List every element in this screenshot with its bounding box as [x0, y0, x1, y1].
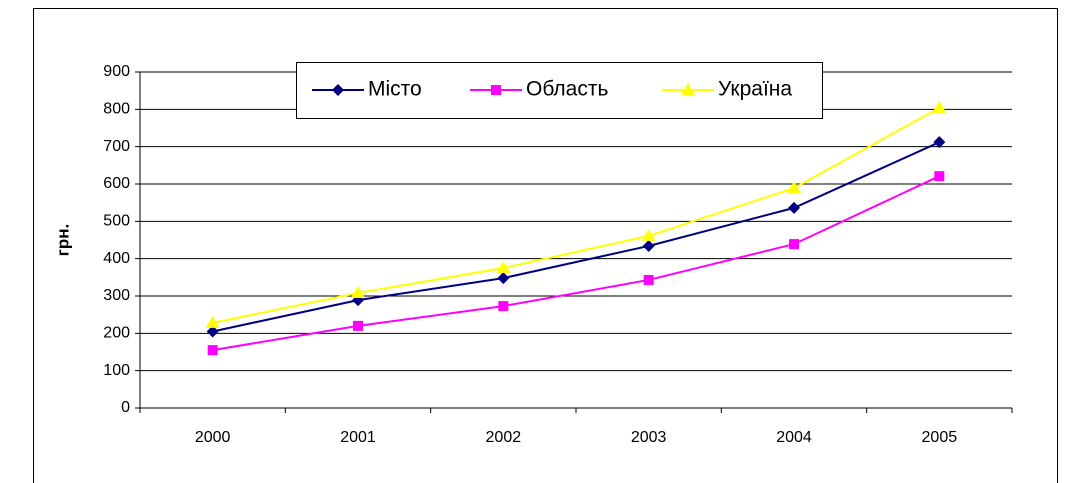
- x-tick-label: 2003: [631, 429, 667, 446]
- legend-marker: [681, 83, 695, 95]
- y-tick-label: 300: [103, 287, 130, 304]
- data-point: [932, 100, 947, 113]
- x-tick-label: 2001: [340, 429, 376, 446]
- legend-label: Місто: [368, 78, 422, 101]
- data-point: [788, 201, 800, 214]
- data-point: [643, 274, 654, 285]
- y-tick-label: 700: [103, 138, 130, 155]
- data-point: [353, 320, 363, 331]
- y-tick-label: 200: [103, 325, 130, 342]
- x-tick-label: 2000: [195, 429, 231, 446]
- legend-label: Область: [526, 78, 608, 101]
- data-point: [205, 315, 220, 328]
- legend-label: Україна: [718, 78, 792, 101]
- y-tick-label: 100: [103, 362, 130, 379]
- legend-box: [296, 62, 823, 119]
- data-point: [787, 181, 801, 194]
- data-point: [641, 228, 656, 241]
- data-point: [497, 272, 510, 285]
- legend-marker: [332, 84, 344, 96]
- data-point: [351, 286, 365, 299]
- data-point: [934, 171, 945, 182]
- series-line: [212, 141, 940, 333]
- data-point: [789, 239, 799, 250]
- data-point: [642, 239, 655, 252]
- x-tick-label: 2004: [776, 429, 812, 446]
- y-axis-label: грн.: [53, 224, 72, 256]
- data-point: [496, 261, 511, 273]
- data-point: [933, 136, 946, 149]
- series-line: [212, 106, 940, 324]
- y-tick-label: 500: [103, 213, 130, 230]
- y-tick-label: 900: [103, 63, 130, 80]
- x-tick-label: 2002: [486, 429, 522, 446]
- legend-marker: [491, 85, 501, 95]
- data-point: [207, 345, 218, 356]
- y-tick-label: 0: [121, 399, 130, 416]
- data-point: [206, 325, 219, 338]
- x-tick-label: 2005: [922, 429, 958, 446]
- y-tick-label: 400: [103, 250, 130, 267]
- series-line: [212, 175, 940, 352]
- data-point: [498, 301, 509, 312]
- y-tick-label: 800: [103, 101, 130, 118]
- y-tick-label: 600: [103, 175, 130, 192]
